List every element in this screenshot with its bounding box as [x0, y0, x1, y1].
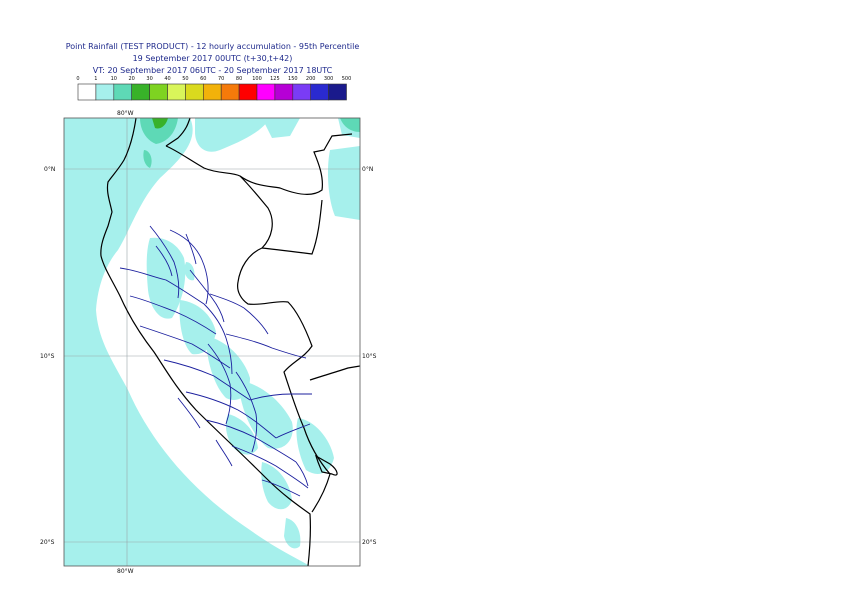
region-boundary-8: [231, 445, 309, 489]
region-boundary-20: [155, 245, 173, 277]
border-co-br: [239, 133, 353, 195]
rain-field: [64, 118, 360, 566]
rain-area-heavy-2: [143, 150, 152, 168]
legend-swatch-14: [328, 83, 347, 101]
region-boundary-23: [215, 439, 233, 467]
lat-label-20-right: 20°S: [362, 539, 377, 546]
region-boundary-13: [225, 333, 307, 359]
rain-area-15: [184, 262, 195, 281]
legend-tick-7: 60: [200, 76, 206, 82]
lake-titicaca: [314, 454, 338, 476]
region-boundary-9: [261, 479, 301, 497]
legend-tick-12: 150: [288, 76, 298, 82]
legend-tick-8: 70: [218, 76, 224, 82]
legend-tick-1: 1: [94, 76, 97, 82]
legend-tick-11: 125: [270, 76, 280, 82]
rain-area-peak: [152, 118, 168, 129]
rain-area-12: [284, 518, 301, 549]
region-boundary-4: [139, 325, 231, 369]
region-boundary-14: [249, 393, 312, 401]
lat-label-20-left: 20°S: [40, 539, 55, 546]
region-boundary-21: [185, 233, 197, 265]
map-subtitle-run: 19 September 2017 00UTC (t+30,t+42): [132, 54, 293, 63]
color-legend: 0 1 10 20 30 40 50 60 70 80 100 125 150 200 300 500: [76, 76, 352, 101]
rain-area-0: [64, 118, 310, 566]
country-borders: [100, 118, 360, 566]
region-boundary-5: [163, 359, 251, 401]
legend-tick-14: 300: [324, 76, 334, 82]
legend-tick-5: 40: [164, 76, 170, 82]
region-boundary-10: [207, 343, 232, 425]
rain-area-5: [146, 237, 186, 319]
legend-tick-9: 80: [236, 76, 242, 82]
lon-label-top: 80°W: [117, 110, 134, 117]
region-boundary-0: [119, 267, 205, 305]
map-subtitle-validity: VT: 20 September 2017 06UTC - 20 Septemb…: [92, 66, 333, 75]
rain-area-8: [238, 380, 293, 449]
region-boundary-3: [169, 229, 209, 305]
lat-label-0-left: 0°N: [44, 166, 55, 173]
border-pe-br-north: [261, 199, 323, 255]
region-boundaries: [119, 225, 312, 497]
region-boundary-2: [149, 225, 180, 299]
region-boundary-18: [209, 293, 245, 309]
region-boundary-16: [295, 461, 309, 487]
map-title: Point Rainfall (TEST PRODUCT) - 12 hourl…: [65, 42, 360, 51]
region-boundary-1: [129, 295, 217, 335]
border-bo-br: [309, 365, 360, 381]
legend-tick-3: 20: [129, 76, 135, 82]
border-ec-co: [165, 118, 191, 147]
rain-area-heavy-ne: [340, 118, 360, 132]
legend-tick-4: 30: [146, 76, 152, 82]
lat-label-0-right: 0°N: [362, 166, 373, 173]
legend-tick-6: 50: [182, 76, 188, 82]
lat-label-10-right: 10°S: [362, 353, 377, 360]
rain-area-1: [195, 118, 270, 152]
region-boundary-11: [235, 371, 258, 453]
region-boundary-12: [203, 303, 233, 375]
rain-area-heavy-north: [140, 118, 178, 144]
region-boundary-22: [177, 397, 201, 429]
legend-tick-2: 10: [111, 76, 117, 82]
lon-label-bottom: 80°W: [117, 568, 134, 575]
region-boundary-15: [275, 423, 311, 439]
legend-tick-15: 500: [342, 76, 352, 82]
axis-labels: 80°W 80°W 0°N 0°N 10°S 10°S 20°S 20°S: [40, 110, 377, 575]
region-boundary-17: [189, 269, 225, 323]
legend-tick-13: 200: [306, 76, 316, 82]
legend-tick-10: 100: [252, 76, 262, 82]
map-frame: [63, 117, 361, 567]
rain-area-4: [327, 146, 360, 220]
region-boundary-6: [185, 391, 277, 439]
lat-label-10-left: 10°S: [40, 353, 55, 360]
rain-area-2: [262, 118, 300, 138]
rain-area-10: [225, 414, 258, 455]
coastline: [100, 118, 311, 566]
legend-tick-0: 0: [76, 76, 79, 82]
region-boundary-19: [243, 307, 269, 335]
